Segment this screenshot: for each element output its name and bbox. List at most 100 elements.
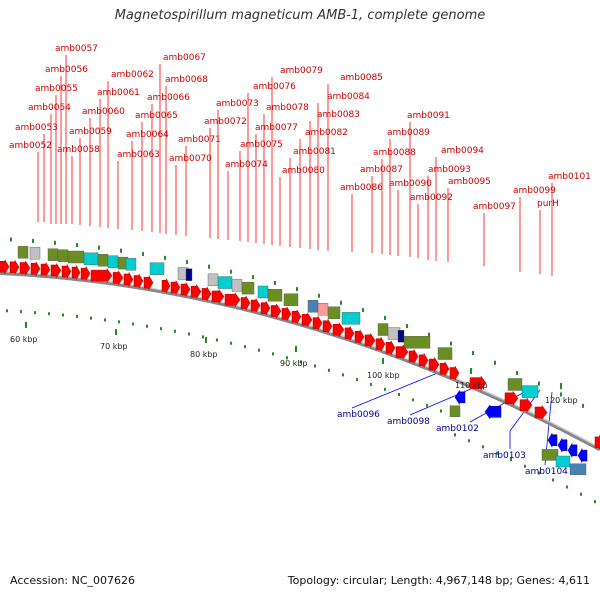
- tick-mark-top: [384, 315, 386, 320]
- forward-gene-arrow: [180, 281, 191, 298]
- reverse-gene-arrow: [557, 437, 568, 454]
- forward-gene-arrow: [594, 435, 600, 450]
- tick-mark-top: [450, 341, 452, 346]
- tick-mark-bottom: [552, 478, 554, 482]
- gene-label-purh: purH: [537, 199, 559, 209]
- forward-gene-arrow: [50, 262, 62, 279]
- gene-label-amb0085: amb0085: [340, 73, 383, 83]
- forward-gene-arrow: [395, 344, 409, 360]
- gene-label-amb0072: amb0072: [204, 117, 247, 127]
- cog-box: [403, 336, 431, 349]
- reverse-gene-arrow: [567, 442, 578, 459]
- tick-track: [6, 237, 596, 504]
- length-label: Length:: [390, 574, 433, 587]
- cog-box: [327, 306, 341, 319]
- tick-mark-top: [560, 392, 562, 397]
- gene-label-amb0060: amb0060: [82, 107, 125, 117]
- tick-mark-top: [10, 237, 12, 242]
- tick-mark-bottom: [76, 315, 78, 319]
- tick-mark-top: [472, 350, 474, 355]
- kbp-label: 110 kbp: [455, 381, 488, 390]
- forward-gene-arrow: [123, 271, 134, 288]
- forward-gene-arrow: [61, 263, 72, 280]
- gene-leader-line: [409, 384, 481, 416]
- cog-box: [377, 323, 389, 336]
- tick-mark-bottom: [370, 382, 372, 386]
- cog-box: [507, 378, 523, 391]
- forward-gene-arrow: [408, 348, 419, 365]
- gene-label-amb0086: amb0086: [340, 183, 383, 193]
- cog-box: [397, 329, 405, 343]
- tick-mark-top: [274, 280, 276, 285]
- gene-label-amb0081: amb0081: [293, 147, 336, 157]
- forward-gene-arrow: [291, 308, 302, 325]
- forward-gene-arrow: [90, 267, 113, 284]
- cog-box: [307, 299, 319, 313]
- cog-box: [97, 254, 109, 267]
- kbp-tick: [470, 368, 472, 374]
- reverse-gene-arrow: [577, 447, 588, 464]
- forward-gene-arrow: [332, 321, 345, 338]
- tick-mark-bottom: [580, 492, 582, 496]
- tick-mark-bottom: [132, 322, 134, 326]
- forward-gene-arrow: [40, 261, 51, 278]
- cog-box: [241, 281, 255, 295]
- kbp-scale: 60 kbp 70 kbp 80 kbp 90 kbp 100 kbp 110 kbp 12…: [10, 322, 578, 405]
- tick-mark-bottom: [146, 324, 148, 328]
- forward-gene-arrow: [250, 297, 261, 314]
- forward-gene-arrow: [301, 312, 313, 328]
- tick-mark-bottom: [202, 335, 204, 339]
- tick-mark-bottom: [454, 433, 456, 437]
- gene-leader-line: [469, 388, 531, 423]
- forward-gene-arrow: [418, 352, 429, 369]
- forward-gene-arrow: [344, 325, 355, 342]
- tick-mark-bottom: [496, 451, 498, 455]
- tick-mark-bottom: [398, 393, 400, 397]
- tick-mark-top: [494, 360, 496, 365]
- tick-mark-top: [54, 240, 56, 245]
- gene-label-amb0089: amb0089: [387, 128, 430, 138]
- tick-mark-top: [406, 324, 408, 329]
- gene-label-amb0071: amb0071: [178, 135, 221, 145]
- gene-label-amb0097: amb0097: [473, 202, 516, 212]
- gene-label-amb0087: amb0087: [360, 165, 403, 175]
- tick-mark-bottom: [174, 329, 176, 333]
- tick-mark-top: [142, 252, 144, 257]
- gene-label-amb0093: amb0093: [428, 165, 471, 175]
- tick-mark-bottom: [216, 338, 218, 342]
- gene-label-amb0092: amb0092: [410, 193, 453, 203]
- tick-mark-top: [32, 238, 34, 243]
- forward-gene-arrow: [439, 360, 450, 377]
- tick-mark-bottom: [510, 458, 512, 462]
- cog-box: [185, 268, 193, 281]
- gene-label-amb0104: amb0104: [525, 467, 568, 477]
- tick-mark-bottom: [48, 312, 50, 316]
- tick-mark-top: [120, 248, 122, 253]
- accession-label: Accession:: [10, 574, 69, 587]
- gene-label-amb0091: amb0091: [407, 111, 450, 121]
- tick-mark-top: [164, 255, 166, 260]
- forward-gene-arrow: [161, 278, 171, 293]
- gene-label-amb0098: amb0098: [387, 417, 430, 427]
- tick-mark-bottom: [272, 352, 274, 356]
- forward-gene-arrow: [201, 285, 212, 302]
- reverse-gene-arrow: [454, 389, 466, 406]
- tick-mark-top: [76, 243, 78, 248]
- gene-label-amb0076: amb0076: [253, 82, 296, 92]
- cog-box: [317, 303, 329, 316]
- tick-mark-top: [186, 260, 188, 265]
- tick-mark-bottom: [20, 310, 22, 314]
- forward-gene-arrow: [385, 339, 396, 356]
- gene-label-amb0068: amb0068: [165, 75, 208, 85]
- tick-mark-top: [98, 245, 100, 250]
- cog-box: [47, 248, 59, 261]
- cog-box: [17, 246, 29, 259]
- tick-mark-bottom: [594, 500, 596, 504]
- gene-label-amb0075: amb0075: [240, 140, 283, 150]
- kbp-tick: [382, 358, 384, 364]
- gene-label-amb0052: amb0052: [9, 141, 52, 151]
- tick-mark-bottom: [440, 409, 442, 413]
- tick-mark-top: [428, 332, 430, 337]
- cog-box: [217, 276, 233, 289]
